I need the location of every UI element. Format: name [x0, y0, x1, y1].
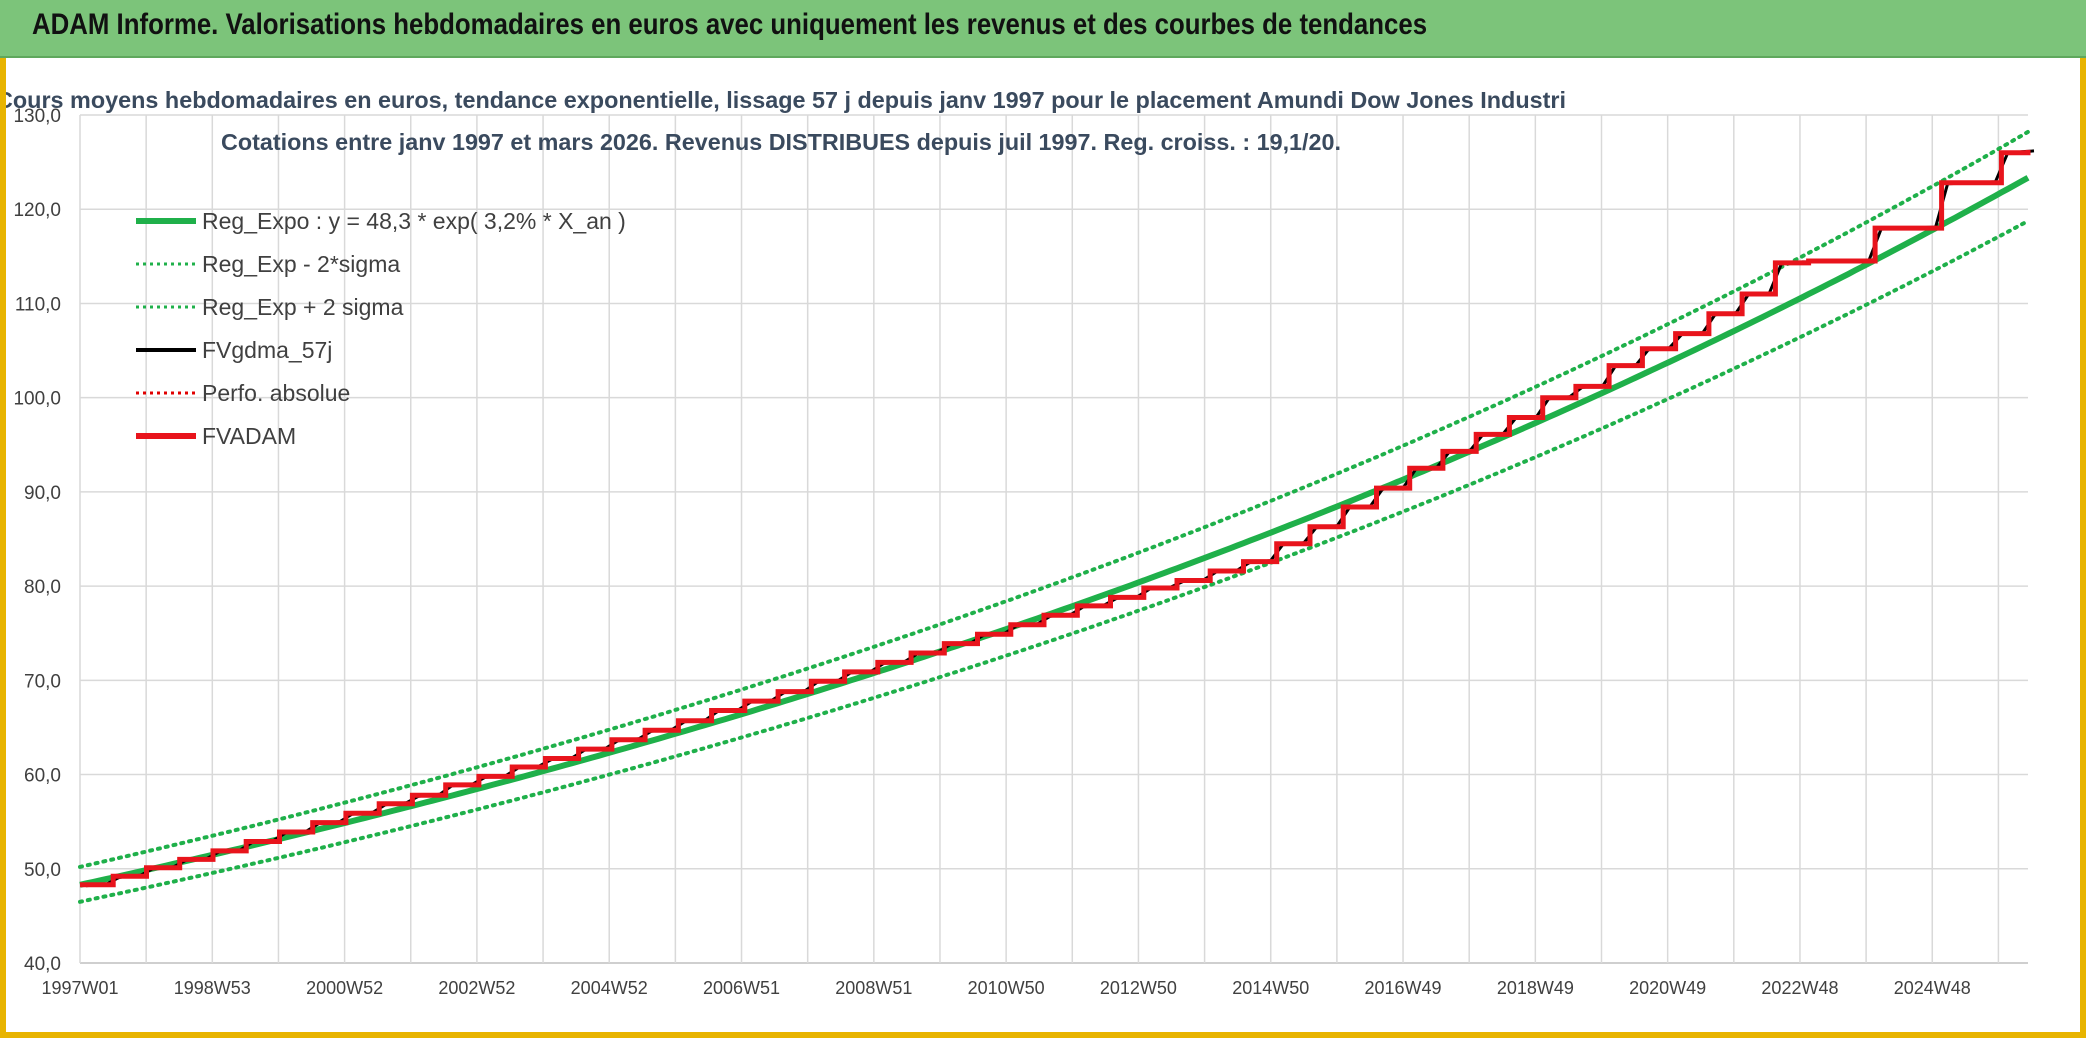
x-tick-label: 2016W49 — [1365, 978, 1442, 998]
y-tick-label: 50,0 — [24, 860, 61, 881]
legend-label: FVADAM — [202, 423, 296, 449]
legend-label: Reg_Exp - 2*sigma — [202, 251, 400, 277]
y-tick-label: 70,0 — [24, 671, 61, 692]
y-tick-label: 110,0 — [15, 294, 61, 315]
chart-title: Cours moyens hebdomadaires en euros, ten… — [6, 87, 1566, 113]
x-tick-label: 2020W49 — [1629, 978, 1706, 998]
series-reg-plus-2sigma — [78, 129, 2030, 869]
chart-title-block: Cours moyens hebdomadaires en euros, ten… — [0, 87, 1566, 155]
x-tick-label: 2014W50 — [1232, 978, 1309, 998]
legend-label: Reg_Exp + 2 sigma — [202, 294, 404, 320]
grid-layer — [79, 114, 2028, 964]
legend-label: Perfo. absolue — [202, 380, 350, 406]
series-layer — [78, 129, 2035, 904]
x-tick-label: 2008W51 — [835, 978, 912, 998]
y-tick-label: 90,0 — [24, 483, 61, 504]
y-tick-label: 100,0 — [13, 389, 61, 410]
series-reg-expo — [79, 175, 2030, 888]
series-fvadam — [80, 149, 2031, 888]
chart-subtitle: Cotations entre janv 1997 et mars 2026. … — [221, 129, 1341, 155]
x-tick-label: 2002W52 — [438, 978, 515, 998]
y-tick-label: 120,0 — [13, 200, 61, 221]
x-tick-label: 2004W52 — [571, 978, 648, 998]
axis-layer: 40,0 50,0 60,0 70,0 80,0 90,0 100,0 110,0 120,0 1… — [13, 106, 1970, 998]
legend-label: FVgdma_57j — [202, 337, 332, 363]
x-tick-label: 2006W51 — [703, 978, 780, 998]
chart-area: 40,0 50,0 60,0 70,0 80,0 90,0 100,0 110,0 120,0 1… — [0, 58, 2080, 1032]
x-tick-label: 2000W52 — [306, 978, 383, 998]
y-tick-label: 80,0 — [24, 577, 61, 598]
series-reg-minus-2sigma — [78, 219, 2030, 904]
x-tick-label: 2010W50 — [968, 978, 1045, 998]
x-tick-label: 2018W49 — [1497, 978, 1574, 998]
x-tick-label: 2012W50 — [1100, 978, 1177, 998]
chart-legend: Reg_Expo : y = 48,3 * exp( 3,2% * X_an )… — [136, 208, 626, 449]
y-tick-label: 40,0 — [24, 954, 61, 975]
header-bar: ADAM Informe. Valorisations hebdomadaire… — [0, 0, 2086, 58]
x-tick-label: 2024W48 — [1894, 978, 1971, 998]
legend-label: Reg_Expo : y = 48,3 * exp( 3,2% * X_an ) — [202, 208, 626, 234]
x-tick-label: 1998W53 — [174, 978, 251, 998]
page-title: ADAM Informe. Valorisations hebdomadaire… — [32, 8, 1428, 41]
x-tick-label: 2022W48 — [1761, 978, 1838, 998]
y-tick-label: 60,0 — [24, 766, 61, 787]
x-tick-label: 1997W01 — [41, 978, 118, 998]
line-chart: 40,0 50,0 60,0 70,0 80,0 90,0 100,0 110,0 120,0 1… — [0, 87, 2035, 998]
y-tick-label: 130,0 — [13, 106, 61, 127]
